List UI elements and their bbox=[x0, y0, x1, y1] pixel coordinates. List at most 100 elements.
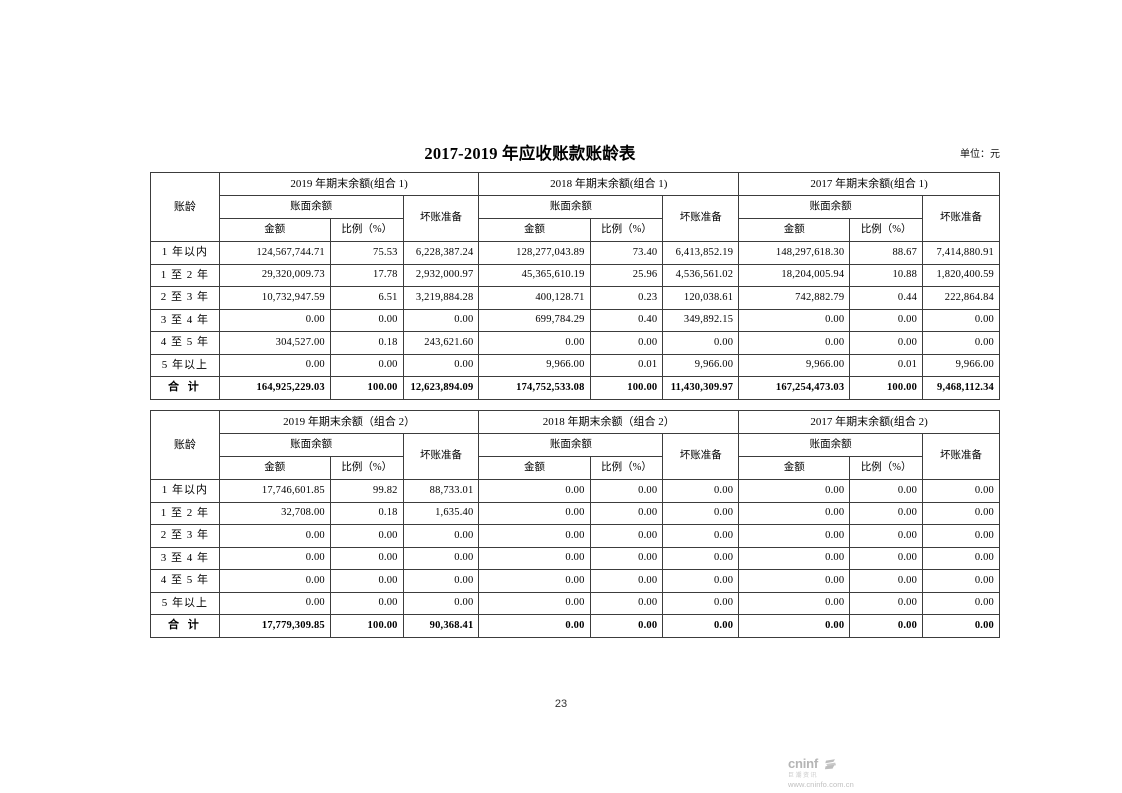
cell-value: 1,820,400.59 bbox=[922, 263, 1000, 287]
cell-value: 0.00 bbox=[402, 591, 480, 615]
cell-value: 12,623,894.09 bbox=[402, 376, 480, 400]
table-row: 1 至 2 年 29,320,009.73 17.78 2,932,000.97 45,… bbox=[150, 263, 1000, 287]
receivables-aging-table-group1: 账龄 2019 年期末余额(组合 1) 2018 年期末余额(组合 1) 2017 年… bbox=[150, 172, 1000, 400]
header-row-fields: 金额 比例（%） 金额 比例（%） 金额 比例（%） bbox=[151, 218, 1000, 242]
cell-value: 0.00 bbox=[662, 591, 740, 615]
cell-value: 0.00 bbox=[589, 331, 664, 355]
cell-value: 742,882.79 bbox=[738, 286, 851, 310]
column-header-book-balance-1: 账面余额 bbox=[218, 433, 404, 457]
column-header-ratio-3: 比例（%） bbox=[849, 456, 924, 480]
cell-value: 0.00 bbox=[589, 614, 664, 638]
table-row: 3 至 4 年 0.00 0.00 0.00 699,784.29 0.40 349,892… bbox=[150, 308, 1000, 332]
cell-value: 0.00 bbox=[589, 524, 664, 548]
column-header-year-group-1: 2019 年期末余额(组合 1) bbox=[218, 172, 480, 196]
table-total-row: 合 计 164,925,229.03 100.00 12,623,894.09 174,… bbox=[150, 376, 1000, 400]
cell-value: 0.00 bbox=[849, 591, 924, 615]
cell-value: 0.00 bbox=[329, 546, 404, 570]
cell-value: 0.00 bbox=[849, 479, 924, 503]
cell-value: 0.00 bbox=[922, 479, 1000, 503]
page-number: 23 bbox=[554, 698, 568, 710]
cell-value: 0.00 bbox=[849, 569, 924, 593]
cell-age-label: 3 至 4 年 bbox=[150, 546, 220, 570]
cell-value: 0.00 bbox=[402, 569, 480, 593]
cell-value: 0.00 bbox=[589, 546, 664, 570]
cell-value: 17,746,601.85 bbox=[218, 479, 331, 503]
column-header-ratio-2: 比例（%） bbox=[589, 456, 664, 480]
column-header-year-group-3: 2017 年期末余额(组合 1) bbox=[738, 172, 1000, 196]
cell-value: 6.51 bbox=[329, 286, 404, 310]
cell-value: 73.40 bbox=[589, 241, 664, 265]
table-header: 账龄 2019 年期末余额（组合 2） 2018 年期末余额（组合 2） 2017 年… bbox=[150, 410, 1000, 480]
table-body: 1 年以内 124,567,744.71 75.53 6,228,387.24 128,… bbox=[150, 241, 1000, 400]
cell-value: 100.00 bbox=[329, 376, 404, 400]
cell-value: 25.96 bbox=[589, 263, 664, 287]
cell-value: 120,038.61 bbox=[662, 286, 740, 310]
cell-value: 99.82 bbox=[329, 479, 404, 503]
table-row: 2 至 3 年 0.00 0.00 0.00 0.00 0.00 0.00 0.00 0.00 0… bbox=[150, 524, 1000, 548]
cell-value: 0.18 bbox=[329, 501, 404, 525]
column-header-year-group-3: 2017 年期末余额(组合 2) bbox=[738, 410, 1000, 434]
cell-value: 0.00 bbox=[478, 591, 591, 615]
table-row: 4 至 5 年 0.00 0.00 0.00 0.00 0.00 0.00 0.00 0.00 0… bbox=[150, 569, 1000, 593]
table-row: 5 年以上 0.00 0.00 0.00 0.00 0.00 0.00 0.00 0.00 0.0… bbox=[150, 591, 1000, 615]
cell-value: 0.40 bbox=[589, 308, 664, 332]
cell-value: 222,864.84 bbox=[922, 286, 1000, 310]
column-header-bad-debt-2: 坏账准备 bbox=[662, 433, 740, 480]
cell-value: 45,365,610.19 bbox=[478, 263, 591, 287]
column-header-amount-1: 金额 bbox=[218, 218, 331, 242]
cell-value: 1,635.40 bbox=[402, 501, 480, 525]
cell-age-label: 2 至 3 年 bbox=[150, 286, 220, 310]
cell-value: 0.00 bbox=[922, 524, 1000, 548]
cell-value: 0.00 bbox=[589, 569, 664, 593]
table-row: 2 至 3 年 10,732,947.59 6.51 3,219,884.28 400,… bbox=[150, 286, 1000, 310]
cell-age-label: 3 至 4 年 bbox=[150, 308, 220, 332]
cell-value: 0.00 bbox=[478, 614, 591, 638]
column-header-amount-2: 金额 bbox=[478, 456, 591, 480]
cell-value: 6,413,852.19 bbox=[662, 241, 740, 265]
cell-value: 0.01 bbox=[849, 353, 924, 377]
cell-value: 10,732,947.59 bbox=[218, 286, 331, 310]
column-header-bad-debt-3: 坏账准备 bbox=[922, 195, 1000, 242]
cell-value: 400,128.71 bbox=[478, 286, 591, 310]
cell-value: 17.78 bbox=[329, 263, 404, 287]
cninfo-swirl-icon bbox=[824, 758, 837, 772]
cell-value: 0.00 bbox=[738, 479, 851, 503]
cell-age-label: 1 至 2 年 bbox=[150, 263, 220, 287]
cninfo-wordmark-text: cninf bbox=[788, 756, 819, 771]
cell-value: 0.00 bbox=[849, 524, 924, 548]
cninfo-chinese-name: 巨潮资讯 bbox=[788, 773, 819, 779]
cell-value: 0.00 bbox=[589, 591, 664, 615]
cell-value: 0.00 bbox=[589, 479, 664, 503]
cell-value: 0.00 bbox=[738, 308, 851, 332]
cell-value: 0.00 bbox=[922, 308, 1000, 332]
cell-age-label: 1 年以内 bbox=[150, 479, 220, 503]
column-header-age: 账龄 bbox=[150, 410, 220, 480]
cell-value: 2,932,000.97 bbox=[402, 263, 480, 287]
cell-age-label: 合 计 bbox=[150, 614, 220, 638]
page-title: 2017-2019 年应收账款账龄表 bbox=[424, 144, 636, 163]
cell-value: 0.00 bbox=[218, 308, 331, 332]
cell-value: 0.44 bbox=[849, 286, 924, 310]
title-row: 2017-2019 年应收账款账龄表 单位：元 bbox=[150, 140, 1000, 164]
cell-value: 0.00 bbox=[402, 353, 480, 377]
cell-value: 0.00 bbox=[662, 479, 740, 503]
cell-age-label: 5 年以上 bbox=[150, 353, 220, 377]
cell-value: 75.53 bbox=[329, 241, 404, 265]
cell-value: 0.00 bbox=[738, 614, 851, 638]
cell-age-label: 合 计 bbox=[150, 376, 220, 400]
column-header-ratio-3: 比例（%） bbox=[849, 218, 924, 242]
cell-value: 174,752,533.08 bbox=[478, 376, 591, 400]
cell-value: 0.00 bbox=[218, 353, 331, 377]
header-row-groups: 账龄 2019 年期末余额（组合 2） 2018 年期末余额（组合 2） 2017 年… bbox=[150, 410, 1000, 480]
column-header-bad-debt-2: 坏账准备 bbox=[662, 195, 740, 242]
column-header-year-group-2: 2018 年期末余额（组合 2） bbox=[478, 410, 740, 434]
table-row: 1 年以内 17,746,601.85 99.82 88,733.01 0.00 0.00… bbox=[150, 479, 1000, 503]
cell-value: 9,468,112.34 bbox=[922, 376, 1000, 400]
column-header-bad-debt-3: 坏账准备 bbox=[922, 433, 1000, 480]
cell-age-label: 1 年以内 bbox=[150, 241, 220, 265]
cninfo-url: www.cninfo.com.cn bbox=[788, 780, 854, 790]
column-header-amount-3: 金额 bbox=[738, 218, 851, 242]
column-header-age: 账龄 bbox=[150, 172, 220, 242]
cell-value: 7,414,880.91 bbox=[922, 241, 1000, 265]
